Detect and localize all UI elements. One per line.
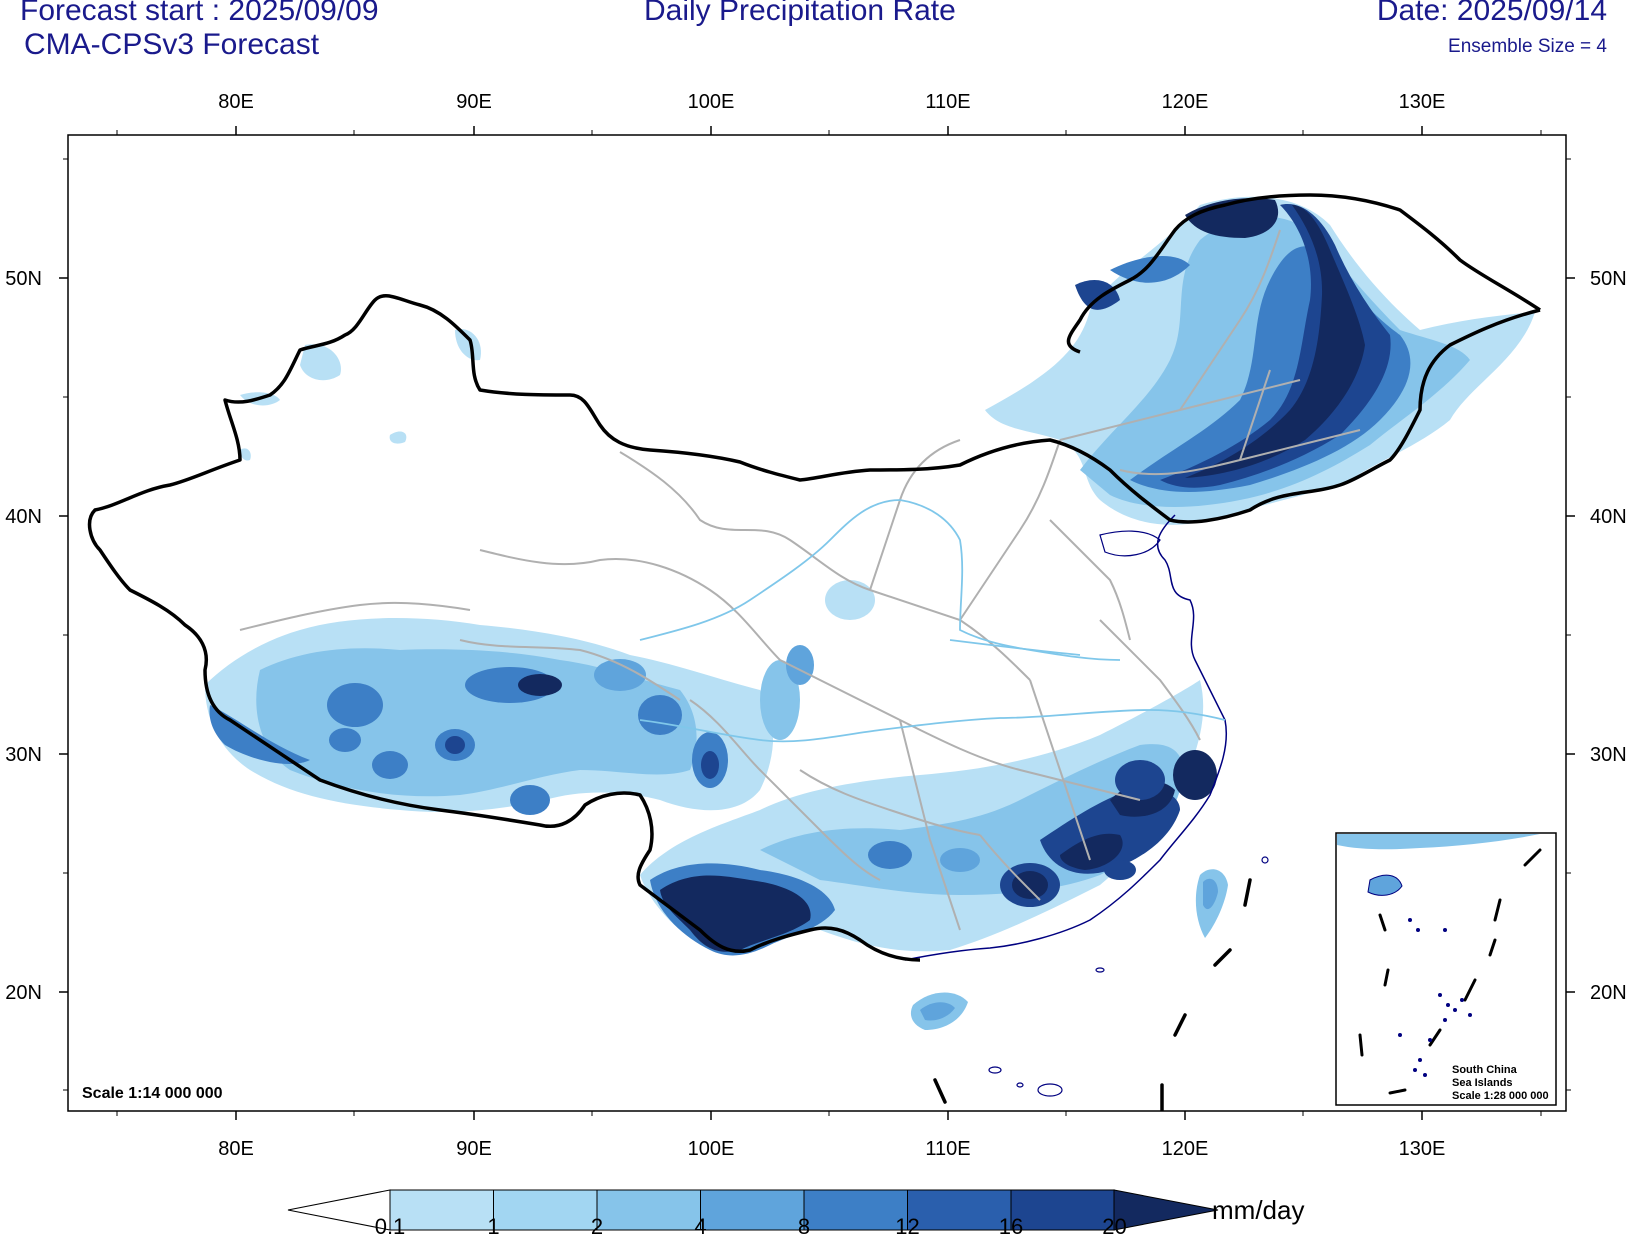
colorbar-level-label: 0.1: [375, 1214, 406, 1236]
inset-hainan: [1367, 874, 1403, 896]
inset-island-dots: [1398, 918, 1472, 1077]
coastline: [904, 514, 1228, 961]
bohai-coast: [1099, 530, 1161, 557]
islands: [988, 856, 1269, 1097]
lon-label-bottom: 80E: [218, 1138, 254, 1160]
ensemble-size-label: Ensemble Size = 4: [1448, 36, 1607, 57]
nine-dash-line: [933, 878, 1252, 1111]
colorbar-level-label: 20: [1102, 1214, 1126, 1236]
inset-label-line1: South China: [1452, 1064, 1518, 1076]
lon-label-bottom: 110E: [925, 1138, 970, 1160]
colorbar-swatch: [803, 1189, 908, 1231]
inset-label-line3: Scale 1:28 000 000: [1452, 1090, 1549, 1102]
lat-label-left: 50N: [5, 268, 42, 290]
colorbar-unit-label: mm/day: [1212, 1195, 1304, 1225]
lat-label-left: 40N: [5, 506, 42, 528]
inset-label-line2: Sea Islands: [1452, 1077, 1513, 1089]
colorbar-swatch: [907, 1189, 1012, 1231]
forecast-start-label: Forecast start : 2025/09/09: [20, 0, 379, 27]
inset-mainland-precip: [1337, 834, 1540, 850]
map-area: Scale 1:14 000 000: [82, 193, 1557, 1111]
colorbar-swatch: [389, 1189, 494, 1231]
colorbar-level-label: 8: [798, 1214, 810, 1236]
lon-label-bottom: 120E: [1162, 1138, 1209, 1160]
national-border-northeast: [1066, 193, 1541, 354]
lon-label-top: 120E: [1162, 91, 1209, 113]
lon-label-bottom: 130E: [1399, 1138, 1446, 1160]
colorbar-swatch: [596, 1189, 701, 1231]
colorbar-level-label: 2: [591, 1214, 603, 1236]
lat-label-left: 20N: [5, 982, 42, 1004]
map-axes: 80E 80E 90E 90E 100E 100E 110E 110E 120E 120E 130E…: [5, 91, 1626, 1160]
lon-label-top: 90E: [456, 91, 492, 113]
map-scale-label: Scale 1:14 000 000: [82, 1085, 223, 1102]
lon-label-bottom: 90E: [456, 1138, 492, 1160]
colorbar-high-arrow: [1113, 1189, 1219, 1231]
colorbar-level-label: 16: [999, 1214, 1023, 1236]
lat-label-right: 50N: [1590, 268, 1627, 290]
model-label: CMA-CPSv3 Forecast: [24, 28, 320, 61]
colorbar-level-label: 12: [895, 1214, 919, 1236]
valid-date-label: Date: 2025/09/14: [1376, 0, 1607, 27]
lat-label-right: 30N: [1590, 744, 1627, 766]
lat-label-left: 30N: [5, 744, 42, 766]
colorbar-level-label: 4: [694, 1214, 706, 1236]
lon-label-top: 80E: [218, 91, 254, 113]
inset-map: South China Sea Islands Scale 1:28 000 0…: [1335, 832, 1557, 1106]
lon-label-bottom: 100E: [688, 1138, 735, 1160]
lon-label-top: 130E: [1399, 91, 1446, 113]
colorbar-level-label: 1: [487, 1214, 499, 1236]
lat-label-right: 40N: [1590, 506, 1627, 528]
colorbar-swatch: [493, 1189, 598, 1231]
colorbar: 0.1 1 2 4 8 12 16 20 mm/day: [287, 1189, 1304, 1236]
chart-title: Daily Precipitation Rate: [644, 0, 956, 27]
lon-label-top: 110E: [925, 91, 970, 113]
national-border: [87, 294, 1541, 962]
lon-label-top: 100E: [688, 91, 735, 113]
rivers: [639, 499, 1226, 743]
colorbar-swatch: [700, 1189, 805, 1231]
inset-frame: [1335, 832, 1557, 1106]
lat-label-right: 20N: [1590, 982, 1627, 1004]
colorbar-swatch: [1010, 1189, 1115, 1231]
